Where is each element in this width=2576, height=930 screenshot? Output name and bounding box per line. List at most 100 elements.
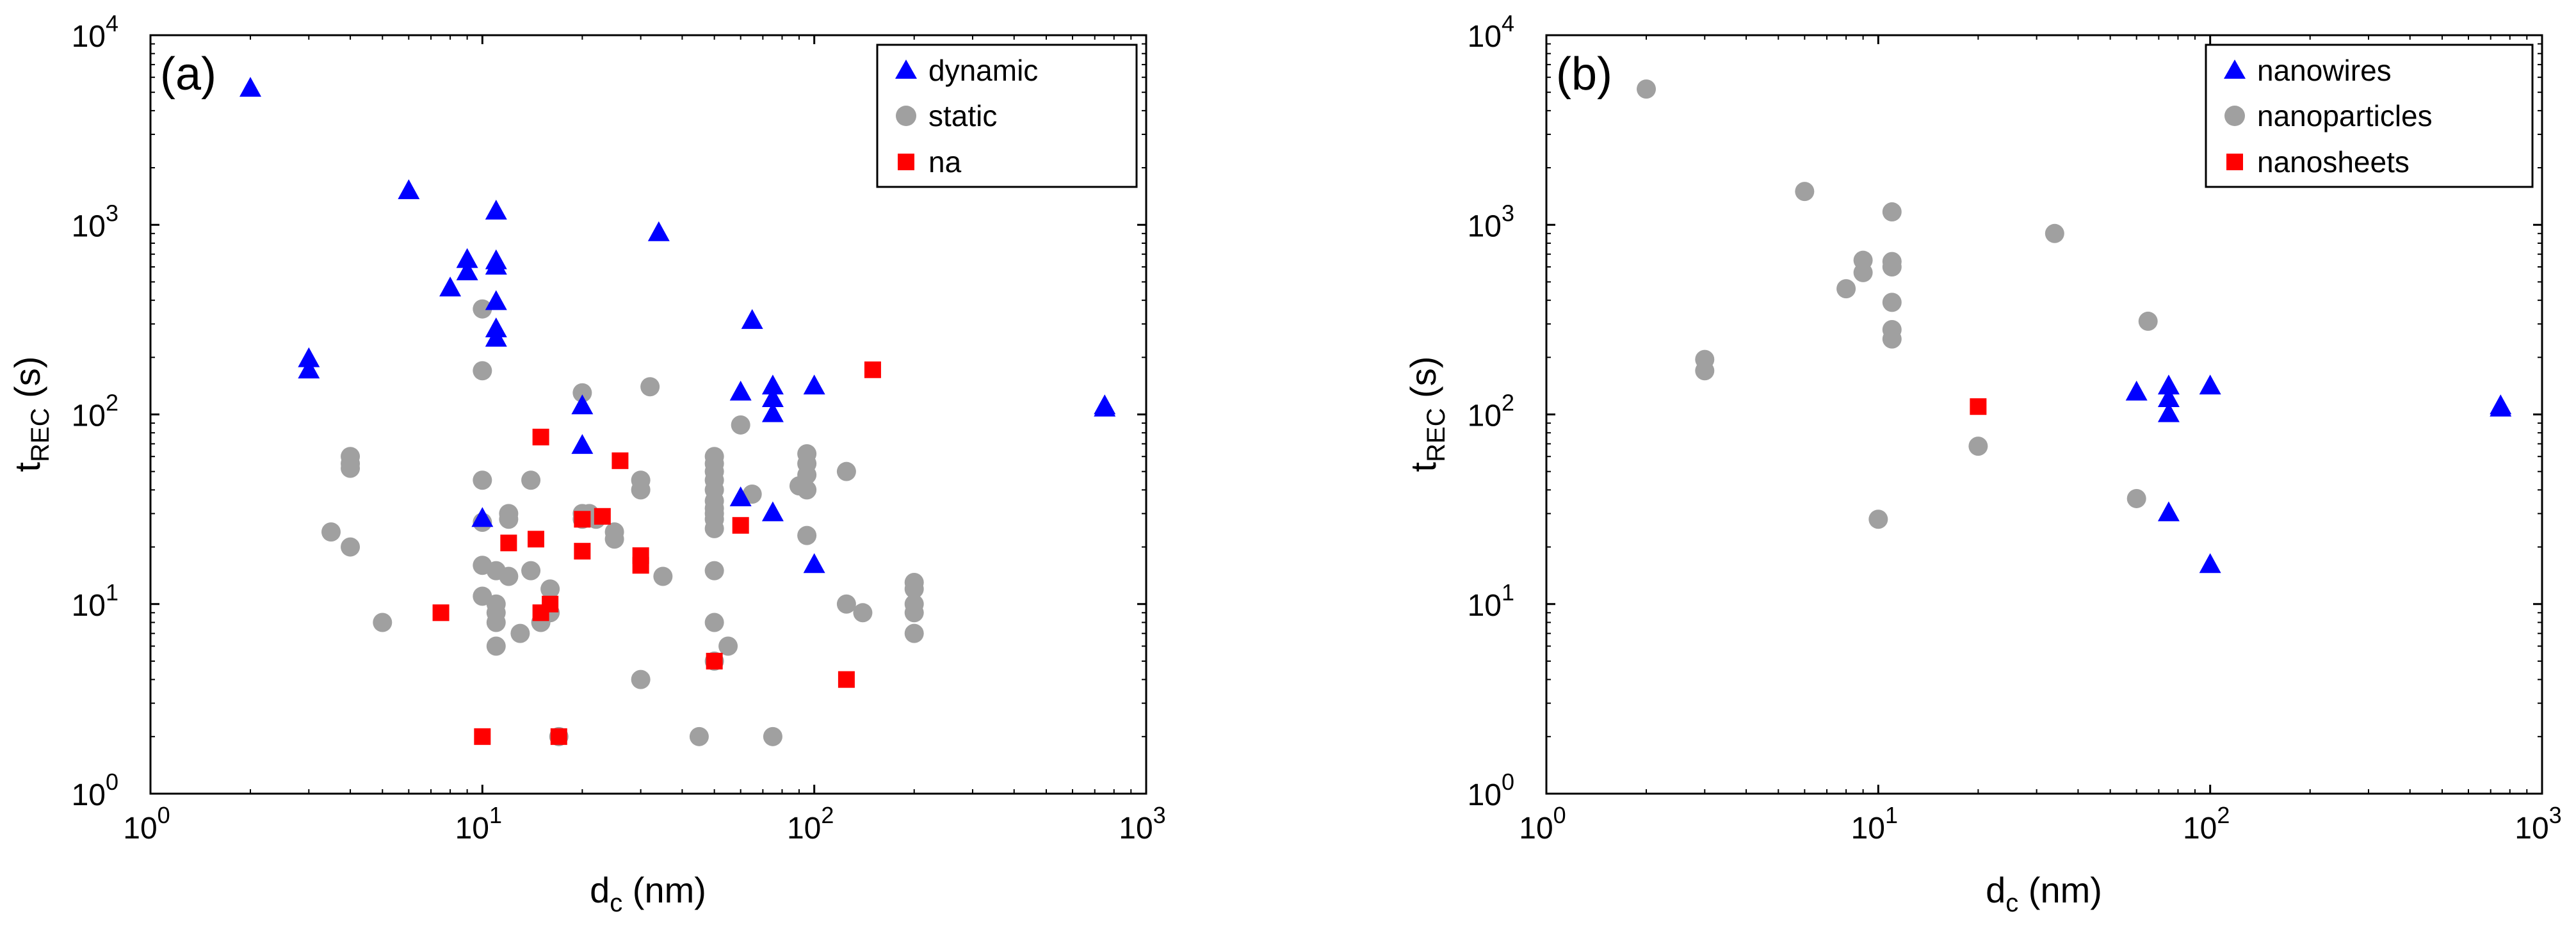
x-tick-base: 10 — [2183, 812, 2217, 846]
y-tick-label: 102 — [72, 390, 118, 433]
x-tick-label: 103 — [1119, 802, 1165, 846]
x-tick-base: 10 — [123, 812, 157, 846]
data-point-dynamic — [456, 260, 478, 280]
data-point-dynamic — [485, 326, 507, 347]
legend-label-dynamic: dynamic — [928, 54, 1038, 87]
y-tick-label: 101 — [72, 579, 118, 623]
data-point-nanowires — [2490, 396, 2512, 417]
data-point-dynamic — [298, 347, 320, 367]
data-point-static — [704, 518, 724, 538]
data-point-static — [486, 636, 506, 656]
y-tick-base: 10 — [72, 778, 106, 812]
x-tick-label: 101 — [1851, 802, 1898, 846]
y-tick-base: 10 — [1468, 778, 1502, 812]
data-point-static — [853, 603, 873, 623]
y-tick-label: 101 — [1468, 579, 1514, 623]
data-point-nanoparticles — [1695, 361, 1715, 381]
y-tick-label: 100 — [1468, 769, 1514, 812]
data-point-static — [904, 579, 924, 599]
panel-a-x-axis-label: dc (nm) — [590, 870, 706, 917]
x-tick-base: 10 — [1851, 812, 1885, 846]
panel-a-ylabel-main: t — [7, 461, 47, 472]
x-tick-exp: 2 — [2217, 802, 2230, 828]
data-point-na — [706, 652, 723, 669]
data-point-dynamic — [647, 221, 670, 241]
data-point-nanoparticles — [1836, 279, 1856, 299]
panel-a-marks — [239, 77, 1116, 746]
panel-b-xlabel-unit: (nm) — [2018, 870, 2102, 910]
x-tick-label: 102 — [2183, 802, 2230, 846]
panel-b-ylabel-unit: (s) — [1403, 357, 1443, 408]
y-tick-base: 10 — [1468, 209, 1502, 243]
data-point-na — [474, 728, 491, 745]
y-tick-label: 100 — [72, 769, 118, 812]
x-tick-base: 10 — [787, 812, 821, 846]
x-tick-base: 10 — [1119, 812, 1153, 846]
data-point-nanoparticles — [1882, 329, 1902, 349]
data-point-static — [797, 465, 817, 485]
data-point-nanowires — [2125, 380, 2148, 401]
panel-a-y-axis-label: tREC (s) — [7, 357, 54, 472]
data-point-nanosheets — [1970, 398, 1987, 415]
data-point-static — [341, 458, 360, 478]
data-point-static — [731, 415, 750, 435]
panel-b-ylabel-main: t — [1403, 461, 1443, 472]
data-point-dynamic — [729, 486, 752, 506]
y-tick-base: 10 — [1468, 20, 1502, 54]
data-point-na — [532, 428, 549, 445]
data-point-static — [718, 636, 738, 656]
legend-marker-na — [898, 154, 914, 170]
data-point-nanoparticles — [1795, 182, 1815, 202]
x-tick-base: 10 — [1519, 812, 1553, 846]
y-tick-base: 10 — [72, 20, 106, 54]
panel-a-xlabel-main: d — [590, 870, 610, 910]
data-point-dynamic — [571, 434, 594, 454]
data-point-static — [836, 461, 856, 481]
x-tick-base: 10 — [455, 812, 489, 846]
panel-a-ylabel-unit: (s) — [7, 357, 47, 408]
data-point-static — [631, 669, 651, 689]
data-point-static — [631, 480, 651, 500]
data-point-static — [653, 566, 673, 586]
panel-a-xlabel-sub: c — [610, 889, 622, 917]
panel-a-ylabel-sub: REC — [26, 408, 54, 461]
data-point-na — [432, 604, 450, 621]
data-point-nanowires — [2199, 374, 2221, 395]
y-tick-label: 104 — [1468, 10, 1514, 54]
legend-label-static: static — [928, 99, 997, 132]
data-point-nanoparticles — [1868, 509, 1888, 529]
data-point-nanoparticles — [1968, 437, 1988, 456]
panel-b-x-axis-label: dc (nm) — [1986, 870, 2102, 917]
panel-b-xlabel-sub: c — [2005, 889, 2018, 917]
data-point-na — [632, 557, 649, 574]
legend-label-nanoparticles: nanoparticles — [2257, 99, 2433, 132]
data-point-static — [836, 594, 856, 614]
panel-a-legend-box — [876, 44, 1138, 188]
data-point-dynamic — [485, 290, 507, 310]
x-tick-label: 102 — [787, 802, 834, 846]
data-point-nanoparticles — [1882, 293, 1902, 312]
y-tick-exp: 2 — [1502, 390, 1514, 416]
data-point-static — [486, 613, 506, 632]
data-point-nanowires — [2199, 553, 2221, 573]
data-point-static — [473, 361, 492, 381]
y-tick-exp: 3 — [106, 200, 118, 226]
y-tick-label: 103 — [72, 200, 118, 243]
x-tick-exp: 2 — [821, 802, 834, 828]
data-point-nanowires — [2157, 402, 2180, 422]
legend-marker-nanosheets — [2226, 154, 2243, 170]
legend-label-nanowires: nanowires — [2257, 54, 2392, 87]
x-tick-label: 103 — [2515, 802, 2561, 846]
y-tick-base: 10 — [72, 589, 106, 623]
data-point-dynamic — [761, 374, 784, 395]
y-tick-label: 104 — [72, 10, 118, 54]
data-point-na — [612, 452, 629, 469]
y-tick-exp: 3 — [1502, 200, 1514, 226]
panel-b-ylabel-sub: REC — [1422, 408, 1450, 461]
data-point-dynamic — [485, 200, 507, 220]
y-tick-base: 10 — [1468, 399, 1502, 433]
panel-a-legend: dynamic static na — [876, 44, 1138, 188]
y-tick-exp: 4 — [1502, 10, 1514, 36]
